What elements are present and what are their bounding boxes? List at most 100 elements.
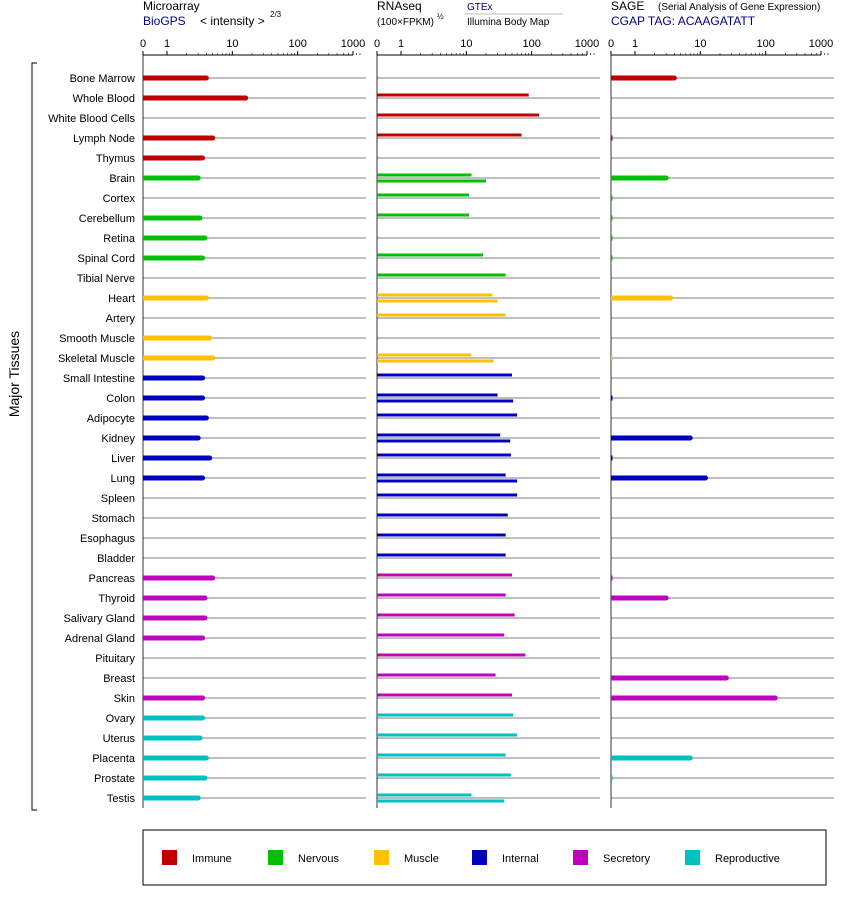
tissue-label: Cerebellum <box>79 213 135 225</box>
rnaseq-illumina-bar <box>377 613 515 617</box>
legend-label-nervous: Nervous <box>298 853 339 865</box>
microarray-bar <box>143 215 201 221</box>
sage-title: SAGE <box>611 0 644 13</box>
microarray-bar-cap <box>203 755 209 761</box>
microarray-bar <box>143 415 207 421</box>
tissue-label: Smooth Muscle <box>59 333 135 345</box>
tissue-label: Bladder <box>97 553 135 565</box>
sage-tick-label: 0 <box>608 38 614 50</box>
rnaseq-illumina-bar <box>377 193 470 197</box>
legend-box <box>142 829 827 886</box>
microarray-title: Microarray <box>143 0 200 13</box>
rnaseq-illumina-bar <box>377 253 484 257</box>
rnaseq-illumina-bar <box>377 673 496 677</box>
sage-bar-cap <box>668 295 674 301</box>
microarray-bar <box>143 75 207 81</box>
sage-bar-cap <box>687 435 693 441</box>
tissue-label: White Blood Cells <box>48 113 135 125</box>
microarray-bar-cap <box>200 475 206 481</box>
microarray-bar <box>143 155 203 161</box>
microarray-bar <box>143 795 199 801</box>
microarray-bar-cap <box>197 735 203 741</box>
rnaseq-illumina-bar <box>377 799 505 803</box>
microarray-bar-cap <box>200 375 206 381</box>
tissue-label: Artery <box>106 313 136 325</box>
side-bracket <box>31 62 37 811</box>
rnaseq-illumina-bar <box>377 313 506 317</box>
rnaseq-illumina-bar <box>377 753 506 757</box>
microarray-bar-cap <box>200 155 206 161</box>
microarray-bar <box>143 375 203 381</box>
legend-swatch-secretory <box>573 850 588 865</box>
microarray-bar-cap <box>200 695 206 701</box>
rnaseq-illumina-bar <box>377 733 518 737</box>
microarray-bar-cap <box>210 575 216 581</box>
tissue-label: Stomach <box>92 513 135 525</box>
legend-swatch-nervous <box>268 850 283 865</box>
microarray-bar <box>143 235 205 241</box>
rnaseq-source-gtex: GTEx <box>467 2 493 13</box>
sage-bar <box>611 575 613 581</box>
rnaseq-illumina-bar <box>377 439 511 443</box>
microarray-bar <box>143 715 203 721</box>
rnaseq-tick-label: 0 <box>374 38 380 50</box>
rnaseq-illumina-bar <box>377 633 505 637</box>
microarray-bar <box>143 755 207 761</box>
tissue-label: Prostate <box>94 773 135 785</box>
tissue-label: Liver <box>111 453 135 465</box>
tissue-label: Cortex <box>103 193 136 205</box>
microarray-bar <box>143 135 213 141</box>
tissue-label: Tibial Nerve <box>77 273 135 285</box>
sage-bar <box>611 435 691 441</box>
tissue-label: Skin <box>114 693 135 705</box>
microarray-bar-cap <box>202 595 208 601</box>
microarray-bar <box>143 575 213 581</box>
microarray-bar-cap <box>243 95 249 101</box>
legend-swatch-immune <box>162 850 177 865</box>
microarray-bar-cap <box>200 715 206 721</box>
rnaseq-illumina-bar <box>377 513 508 517</box>
sage-bar <box>611 675 727 681</box>
microarray-bar <box>143 435 199 441</box>
microarray-bar <box>143 255 203 261</box>
rnaseq-tick-label: 1 <box>398 38 404 50</box>
tissue-label: Kidney <box>101 433 135 445</box>
microarray-bar-cap <box>207 335 213 341</box>
microarray-bar-cap <box>203 75 209 81</box>
microarray-bar-cap <box>195 175 201 181</box>
tissue-label: Skeletal Muscle <box>58 353 135 365</box>
sage-bar <box>611 775 613 781</box>
legend-swatch-internal <box>472 850 487 865</box>
microarray-bar-cap <box>202 615 208 621</box>
sage-bar <box>611 475 706 481</box>
tissue-label: Thyroid <box>98 593 135 605</box>
microarray-tick-label: 100 <box>288 38 306 50</box>
rnaseq-illumina-bar <box>377 93 529 97</box>
rnaseq-illumina-bar <box>377 653 526 657</box>
sage-bar <box>611 595 667 601</box>
rnaseq-illumina-bar <box>377 359 494 363</box>
tissue-label: Esophagus <box>80 533 136 545</box>
sage-bar <box>611 455 613 461</box>
tissue-label: Adrenal Gland <box>65 633 135 645</box>
legend-label-reproductive: Reproductive <box>715 853 780 865</box>
tissue-label: Retina <box>103 233 136 245</box>
microarray-bar-cap <box>195 795 201 801</box>
microarray-bar <box>143 475 203 481</box>
sage-tick-label: 1000 <box>809 38 833 50</box>
microarray-source: BioGPS <box>143 14 186 28</box>
microarray-bar <box>143 335 210 341</box>
tissue-label: Brain <box>109 173 135 185</box>
rnaseq-unit-label: (100×FPKM) <box>377 17 434 28</box>
microarray-unit-label: < intensity > <box>200 14 265 28</box>
microarray-tick-label: 1 <box>164 38 170 50</box>
sage-bar <box>611 355 613 361</box>
microarray-bar <box>143 595 205 601</box>
rnaseq-tick-label: 10 <box>460 38 472 50</box>
rnaseq-source-illumina: Illumina Body Map <box>467 17 550 28</box>
rnaseq-gtex-bar <box>377 393 498 397</box>
legend-swatch-reproductive <box>685 850 700 865</box>
sage-bar <box>611 215 613 221</box>
rnaseq-title: RNAseq <box>377 0 422 13</box>
